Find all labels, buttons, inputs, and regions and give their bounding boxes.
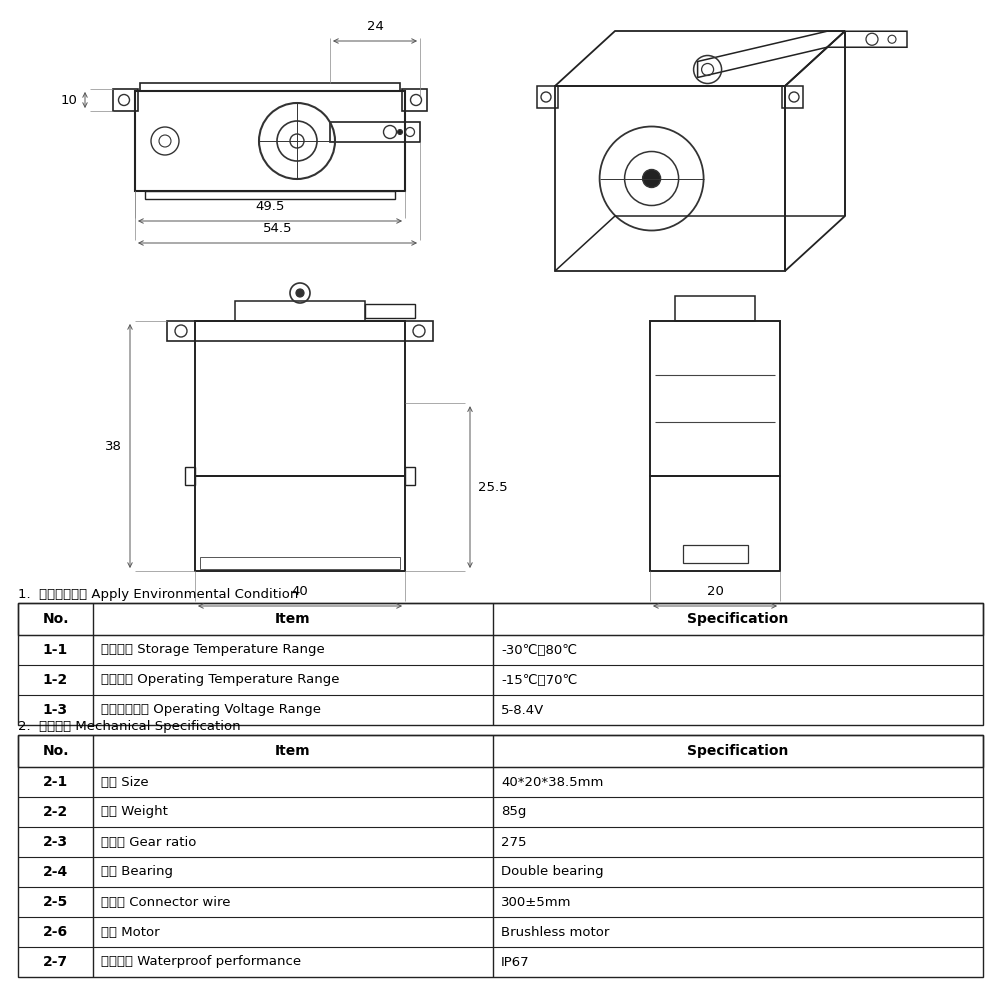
Text: 38: 38 [105,439,122,452]
Text: 2.  机械特性 Mechanical Specification: 2. 机械特性 Mechanical Specification [18,720,240,733]
Text: 马达 Motor: 马达 Motor [101,926,159,939]
Bar [195,321,405,476]
Bar [18,603,983,635]
Text: 20: 20 [707,585,724,598]
Text: 2-6: 2-6 [43,925,68,939]
Bar [675,296,755,321]
Bar [405,467,415,485]
Bar [18,735,983,977]
Text: 重量 Weight: 重量 Weight [101,806,168,819]
Text: 40*20*38.5mm: 40*20*38.5mm [500,776,604,789]
Text: 2-2: 2-2 [43,805,68,819]
Bar [537,86,558,108]
Bar [650,321,780,476]
Text: 1-1: 1-1 [43,643,68,657]
Text: 2-4: 2-4 [43,865,68,879]
Text: 40: 40 [291,585,308,598]
Text: 10: 10 [60,93,77,106]
Text: 运行温度 Operating Temperature Range: 运行温度 Operating Temperature Range [101,674,339,687]
Text: 275: 275 [500,836,527,849]
Text: Double bearing: Double bearing [500,866,604,879]
Text: Item: Item [275,612,311,626]
Text: No.: No. [42,612,69,626]
Text: 齿轮比 Gear ratio: 齿轮比 Gear ratio [101,836,196,849]
Bar [167,321,433,341]
Text: 舵机线 Connector wire: 舵机线 Connector wire [101,896,230,909]
Circle shape [397,129,402,134]
Text: 工作电压范围 Operating Voltage Range: 工作电压范围 Operating Voltage Range [101,704,321,717]
Text: 2-3: 2-3 [43,835,68,849]
Bar [650,476,780,571]
Bar [555,86,785,271]
Text: Specification: Specification [688,612,789,626]
Bar [135,91,405,191]
Text: 尺寸 Size: 尺寸 Size [101,776,148,789]
Text: No.: No. [42,744,69,758]
Bar [200,557,400,569]
Bar [683,545,748,563]
Text: 防水性能 Waterproof performance: 防水性能 Waterproof performance [101,956,301,969]
Text: 49.5: 49.5 [255,200,284,213]
Circle shape [643,169,661,187]
Circle shape [296,289,304,297]
Bar [145,191,395,199]
Text: IP67: IP67 [500,956,530,969]
Text: 轴承 Bearing: 轴承 Bearing [101,866,173,879]
Text: -30℃～80℃: -30℃～80℃ [500,644,578,657]
Bar [365,304,415,318]
Text: 1-2: 1-2 [43,673,68,687]
Bar [235,301,365,321]
Bar [185,467,195,485]
Bar [782,86,803,108]
Text: 24: 24 [366,20,383,33]
Bar [113,89,138,111]
Text: 25.5: 25.5 [478,480,508,493]
Text: 存储温度 Storage Temperature Range: 存储温度 Storage Temperature Range [101,644,324,657]
Text: 85g: 85g [500,806,527,819]
Text: 300±5mm: 300±5mm [500,896,572,909]
Bar [402,89,427,111]
Bar [195,476,405,571]
Bar [140,83,400,91]
Text: Brushless motor: Brushless motor [500,926,610,939]
Text: 2-7: 2-7 [43,955,68,969]
Text: 1-3: 1-3 [43,703,68,717]
Text: -15℃～70℃: -15℃～70℃ [500,674,578,687]
Text: 2-1: 2-1 [43,775,68,789]
Bar [18,603,983,725]
Text: 1.  使用环境条件 Apply Environmental Condition: 1. 使用环境条件 Apply Environmental Condition [18,588,298,601]
Text: Item: Item [275,744,311,758]
Text: 54.5: 54.5 [262,222,292,235]
Text: 5-8.4V: 5-8.4V [500,704,545,717]
Text: 2-5: 2-5 [43,895,68,909]
Text: Specification: Specification [688,744,789,758]
Bar [18,735,983,767]
